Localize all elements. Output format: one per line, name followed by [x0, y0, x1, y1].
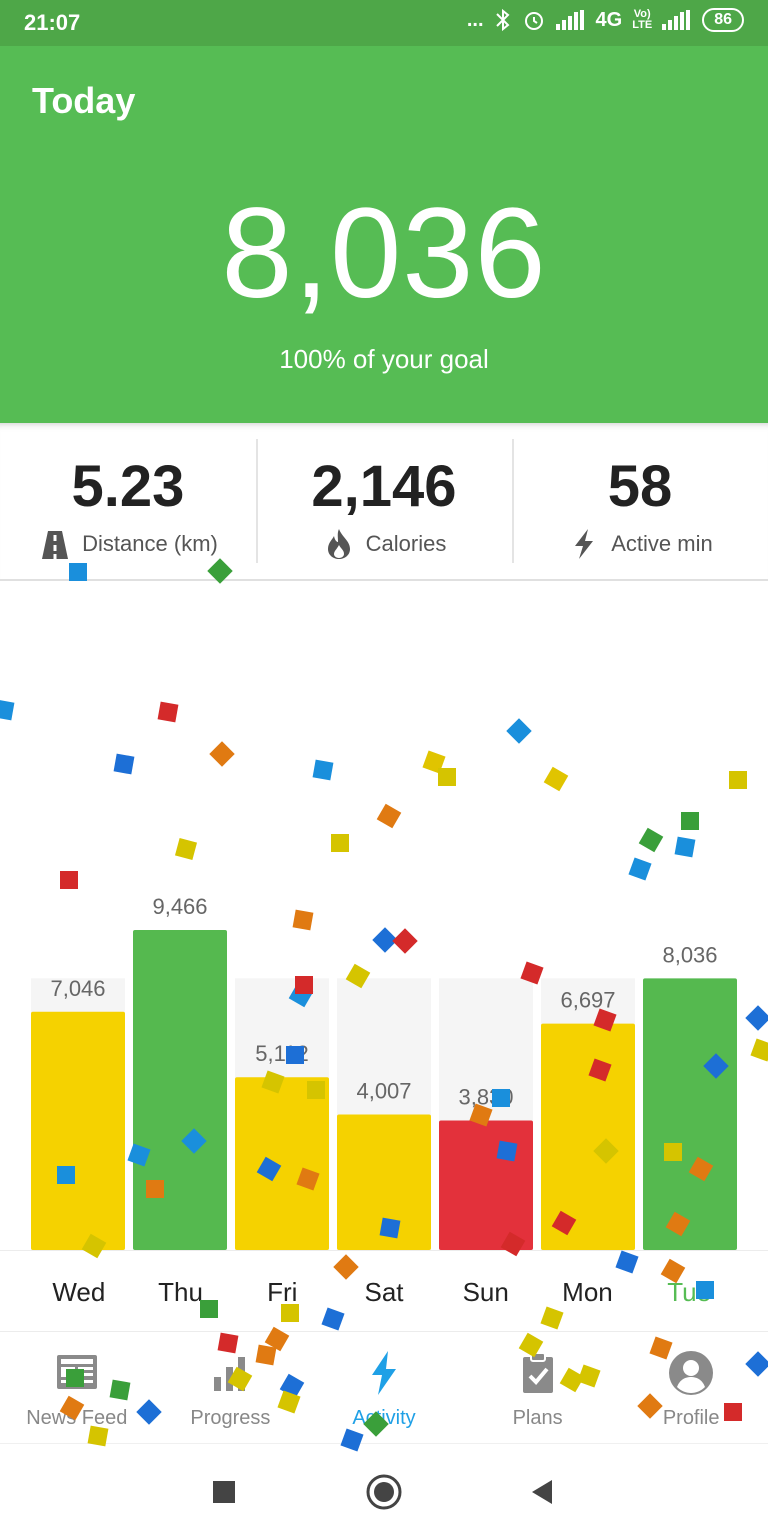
bar-sun[interactable] — [439, 1120, 533, 1250]
stat-distance[interactable]: 5.23 Distance (km) — [0, 423, 256, 579]
stat-calories[interactable]: 2,146 Calories — [256, 423, 512, 579]
distance-label: Distance (km) — [82, 531, 218, 556]
today-header: Today 8,036 100% of your goal — [0, 46, 768, 423]
stat-active-min[interactable]: 58 Active min — [512, 423, 768, 579]
bar-wed[interactable] — [31, 1011, 125, 1250]
bar-value-label: 5,112 — [255, 1041, 308, 1066]
bar-sat[interactable] — [337, 1114, 431, 1250]
day-selector: Wed Thu Fri Sat Sun Mon Tue — [0, 1250, 768, 1332]
nav-news-feed-label: News Feed — [26, 1407, 128, 1429]
bottom-navigation: News Feed Progress Activity Plans Profil… — [0, 1333, 768, 1443]
weekly-steps-chart: 7,046 9,466 5,112 4,007 3,830 6,697 8,036 — [0, 582, 768, 1250]
calories-label: Calories — [365, 531, 447, 556]
bar-mon[interactable] — [541, 1023, 635, 1250]
nav-plans-label: Plans — [512, 1407, 563, 1429]
calories-value: 2,146 — [311, 454, 457, 519]
system-navigation-bar — [0, 1443, 768, 1536]
goal-progress-text: 100% of your goal — [279, 344, 489, 374]
bar-thu[interactable] — [133, 930, 227, 1250]
signal-icon-2 — [662, 10, 691, 30]
status-icons: ... 4G Vo) LTE 86 — [467, 8, 744, 32]
volte-bottom: LTE — [632, 19, 653, 31]
signal-icon — [555, 10, 584, 30]
flame-icon — [327, 529, 350, 559]
active-min-value: 58 — [607, 454, 673, 519]
back-button[interactable] — [522, 1472, 562, 1512]
nav-news-feed[interactable]: News Feed — [0, 1333, 154, 1443]
bar-tue[interactable] — [643, 978, 737, 1250]
day-sat[interactable]: Sat — [364, 1277, 404, 1307]
nav-activity-label: Activity — [352, 1407, 416, 1429]
stats-panel: 5.23 Distance (km) 2,146 Calories 58 — [0, 423, 768, 581]
bluetooth-icon — [495, 8, 510, 32]
volte-top: Vo) — [633, 8, 651, 20]
lightning-icon — [575, 529, 594, 559]
recents-button[interactable] — [204, 1472, 244, 1512]
bar-value-label: 6,697 — [560, 988, 615, 1013]
news-feed-icon — [56, 1355, 97, 1389]
bar-value-label: 8,036 — [662, 942, 717, 967]
home-button[interactable] — [364, 1472, 404, 1512]
plans-icon — [522, 1352, 553, 1393]
day-tue[interactable]: Tue — [667, 1277, 712, 1307]
bar-fri[interactable] — [235, 1077, 329, 1250]
status-bar: 21:07 ... 4G Vo) LTE 86 — [0, 0, 768, 46]
nav-activity[interactable]: Activity — [307, 1333, 461, 1443]
profile-icon — [669, 1351, 714, 1395]
alarm-icon — [524, 12, 543, 30]
day-fri[interactable]: Fri — [267, 1277, 298, 1307]
nav-plans[interactable]: Plans — [461, 1333, 615, 1443]
nav-profile[interactable]: Profile — [614, 1333, 768, 1443]
step-count[interactable]: 8,036 — [221, 182, 547, 325]
page-title: Today — [32, 80, 136, 121]
day-mon[interactable]: Mon — [562, 1277, 613, 1307]
bar-chart: 7,046 9,466 5,112 4,007 3,830 6,697 8,036 — [31, 894, 737, 1250]
bar-value-label: 7,046 — [50, 976, 105, 1001]
day-sun[interactable]: Sun — [462, 1277, 509, 1307]
distance-value: 5.23 — [71, 454, 185, 519]
nav-progress[interactable]: Progress — [154, 1333, 308, 1443]
status-time: 21:07 — [24, 10, 81, 35]
progress-icon — [214, 1357, 246, 1391]
nav-progress-label: Progress — [190, 1407, 271, 1429]
day-thu[interactable]: Thu — [158, 1277, 203, 1307]
road-icon — [42, 531, 69, 559]
day-wed[interactable]: Wed — [52, 1277, 106, 1307]
volte-badge: Vo) LTE — [632, 9, 652, 31]
network-type: 4G — [595, 8, 623, 31]
battery-indicator: 86 — [702, 8, 744, 32]
activity-icon — [371, 1351, 396, 1395]
nav-profile-label: Profile — [662, 1407, 720, 1429]
bar-value-label: 9,466 — [152, 894, 207, 919]
bar-value-label: 3,830 — [458, 1085, 513, 1110]
active-min-label: Active min — [611, 531, 713, 556]
bar-value-label: 4,007 — [356, 1079, 411, 1104]
notification-dots: ... — [466, 8, 484, 31]
